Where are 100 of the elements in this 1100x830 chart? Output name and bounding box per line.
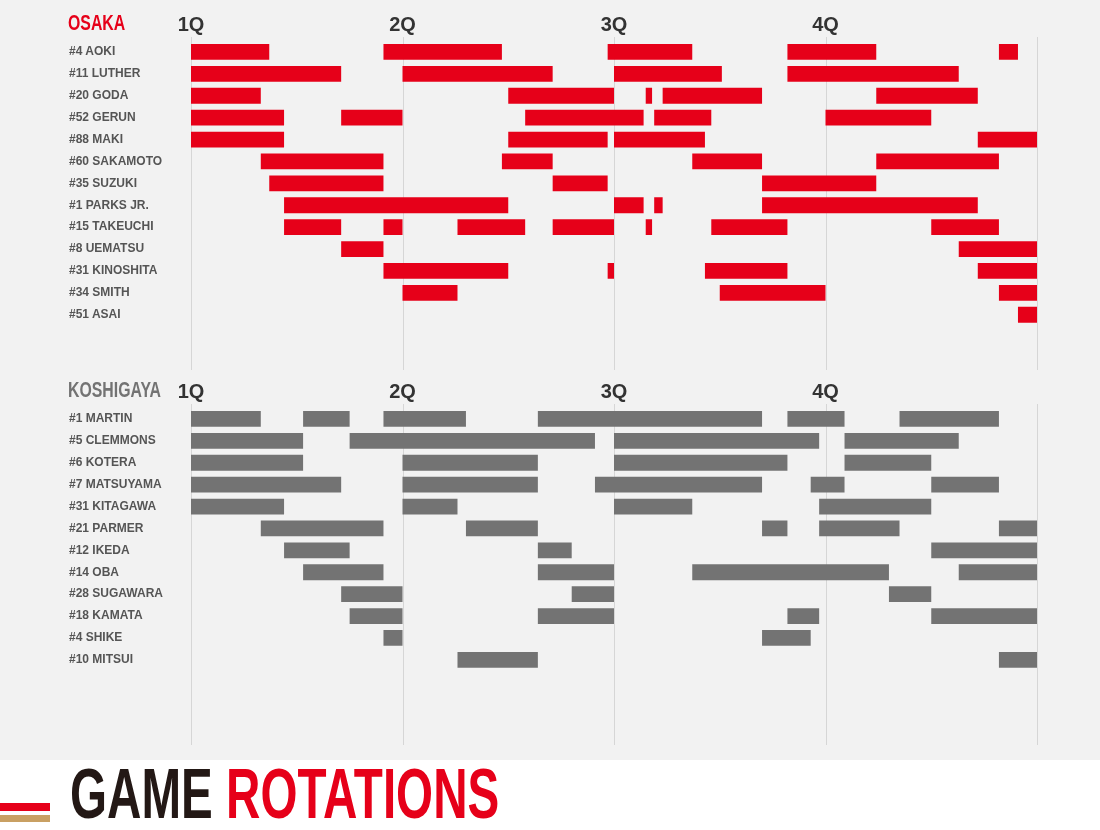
bar	[762, 197, 978, 214]
bar	[692, 153, 763, 170]
bar	[787, 65, 959, 82]
chart-title: OSAKA	[68, 10, 126, 35]
bar	[465, 520, 538, 537]
bar	[341, 586, 403, 603]
bar	[402, 498, 458, 515]
bar	[719, 284, 826, 301]
bar	[457, 651, 538, 668]
x-tick-label: 2Q	[389, 12, 416, 35]
x-tick-label: 2Q	[389, 379, 416, 402]
y-tick-label: #31 KINOSHITA	[69, 263, 158, 278]
y-tick-label: #10 MITSUI	[69, 652, 134, 667]
y-tick-label: #35 SUZUKI	[69, 175, 138, 190]
y-tick-label: #4 AOKI	[69, 44, 116, 59]
bar	[383, 263, 509, 279]
bar	[614, 498, 693, 515]
bar	[191, 476, 342, 493]
bar	[383, 411, 466, 427]
bar	[762, 520, 788, 537]
bar	[571, 586, 614, 603]
bar	[537, 608, 614, 624]
chart-title: KOSHIGAYA	[68, 377, 162, 402]
bar	[645, 87, 653, 104]
bar	[191, 411, 261, 427]
bar	[537, 564, 614, 581]
bar	[654, 197, 663, 214]
bar	[349, 432, 595, 449]
bar	[844, 432, 959, 449]
bar	[819, 498, 932, 515]
bar	[525, 109, 644, 126]
y-tick-label: #21 PARMER	[69, 520, 144, 535]
bar	[614, 65, 722, 82]
bar	[383, 44, 502, 60]
bar	[958, 241, 1037, 257]
bar	[614, 454, 788, 471]
bar	[191, 498, 285, 515]
bar	[998, 284, 1037, 301]
y-tick-label: #51 ASAI	[69, 307, 121, 322]
bar	[457, 219, 526, 236]
x-tick-label: 1Q	[177, 379, 205, 402]
bar	[614, 131, 705, 148]
bar	[402, 476, 538, 493]
bar	[552, 219, 614, 236]
x-tick-label: 4Q	[812, 12, 839, 35]
bar	[711, 219, 788, 236]
bar	[191, 87, 261, 104]
bar	[762, 630, 811, 646]
y-tick-label: #15 TAKEUCHI	[69, 219, 154, 234]
bar	[654, 109, 712, 126]
bar	[383, 630, 403, 646]
bar	[931, 542, 1037, 559]
bar	[402, 454, 538, 471]
y-tick-label: #4 SHIKE	[69, 630, 123, 645]
bar	[260, 520, 384, 537]
bar	[191, 454, 304, 471]
bar	[508, 87, 614, 104]
bar	[931, 219, 999, 236]
y-tick-label: #12 IKEDA	[69, 542, 131, 557]
bar	[692, 564, 889, 581]
bar	[614, 197, 644, 214]
bar	[762, 175, 877, 192]
x-tick-label: 3Q	[600, 379, 628, 402]
bar	[998, 44, 1018, 60]
bar	[191, 44, 270, 60]
bar	[537, 411, 763, 427]
bar	[402, 65, 553, 82]
bar	[284, 542, 350, 559]
bar	[607, 44, 693, 60]
y-tick-label: #1 MARTIN	[69, 411, 133, 426]
bar	[594, 476, 763, 493]
y-tick-label: #14 OBA	[69, 564, 120, 579]
y-tick-label: #18 KAMATA	[69, 608, 143, 623]
bar	[508, 131, 608, 148]
bar	[844, 454, 932, 471]
bar	[614, 432, 820, 449]
bar	[191, 65, 342, 82]
bar	[191, 432, 304, 449]
bar	[284, 197, 509, 214]
bar	[931, 608, 1037, 624]
y-tick-label: #34 SMITH	[69, 285, 130, 300]
bar	[269, 175, 384, 192]
y-tick-label: #60 SAKAMOTO	[69, 153, 163, 168]
bar	[662, 87, 763, 104]
bar	[303, 564, 384, 581]
y-tick-label: #7 MATSUYAMA	[69, 476, 163, 491]
y-tick-label: #20 GODA	[69, 88, 129, 103]
y-tick-label: #1 PARKS JR.	[69, 197, 149, 212]
bar	[876, 87, 978, 104]
bar	[341, 241, 384, 257]
bar	[819, 520, 900, 537]
bar	[977, 131, 1037, 148]
bar	[260, 153, 384, 170]
bar	[787, 608, 820, 624]
bar	[787, 44, 877, 60]
bar	[552, 175, 608, 192]
text: GAME ROTATIONS	[70, 755, 500, 830]
bar	[888, 586, 932, 603]
x-tick-label: 4Q	[812, 379, 839, 402]
bar	[787, 411, 845, 427]
